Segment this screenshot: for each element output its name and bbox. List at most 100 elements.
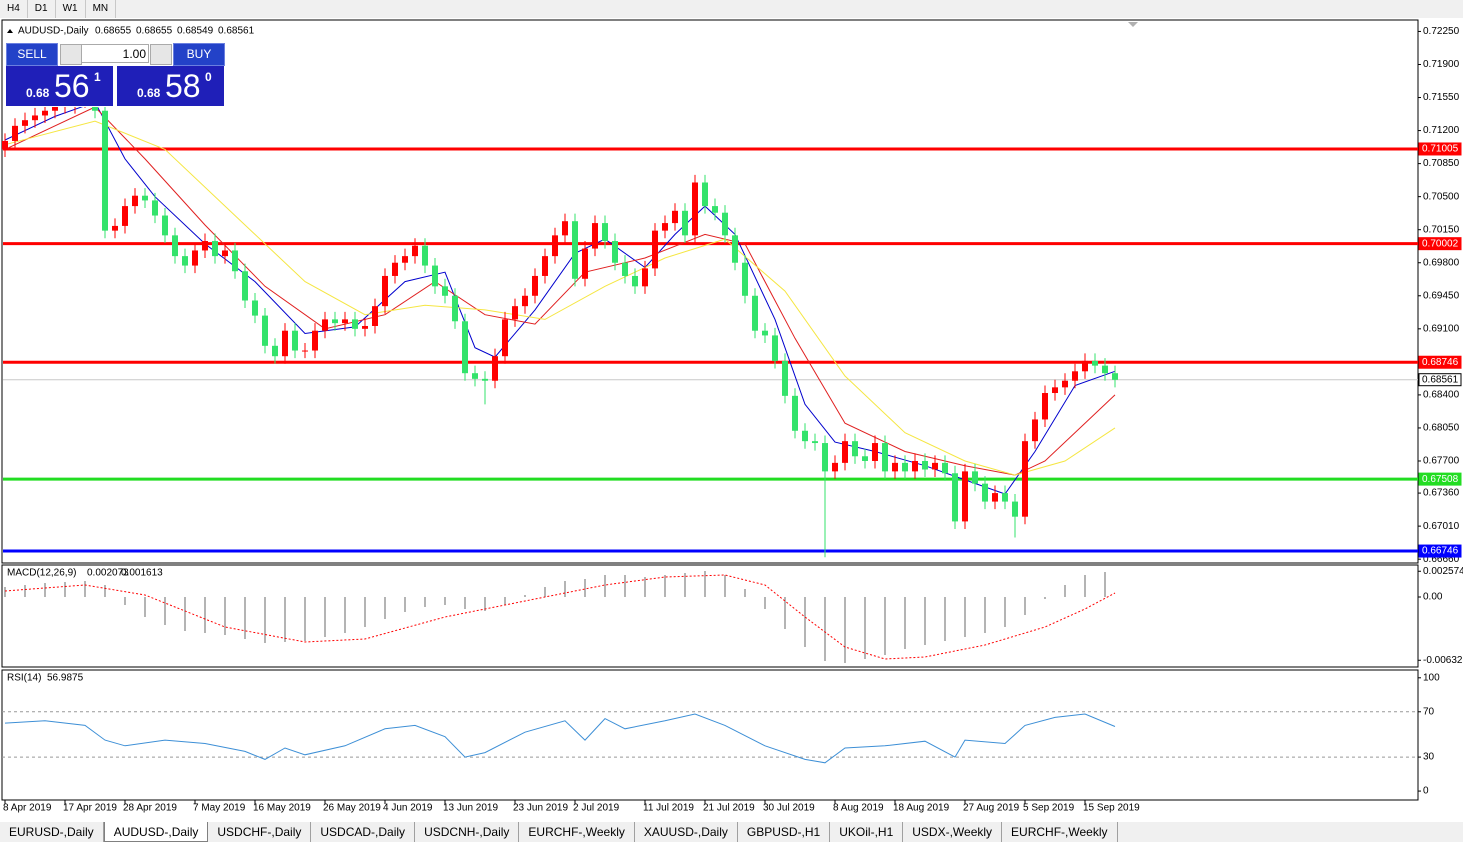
- y-tick-label: 0.72250: [1423, 26, 1460, 37]
- moving-average: [4, 106, 1116, 476]
- sell-quote[interactable]: 0.68 56 1: [6, 66, 113, 106]
- y-tick-label: -0.006326: [1423, 655, 1463, 666]
- candle-body: [992, 493, 998, 502]
- sell-small: 1: [94, 70, 101, 84]
- candle-body: [762, 330, 768, 336]
- y-tick-label: 0.67010: [1423, 521, 1460, 532]
- level-label: 0.66746: [1422, 546, 1459, 557]
- y-tick-label: 0.00: [1423, 592, 1443, 603]
- candle-body: [362, 325, 368, 329]
- candle-body: [752, 295, 758, 331]
- candle-body: [2, 140, 8, 150]
- candle-body: [322, 319, 328, 331]
- timeframe-button[interactable]: MN: [86, 0, 117, 18]
- symbol-tab[interactable]: EURCHF-,Weekly: [519, 822, 635, 842]
- candle-body: [1112, 373, 1118, 380]
- y-tick-label: 0.67700: [1423, 456, 1460, 467]
- candle-body: [1002, 493, 1008, 502]
- symbol-tab[interactable]: USDCAD-,Daily: [311, 822, 416, 842]
- buy-small: 0: [205, 70, 212, 84]
- candle-body: [412, 245, 418, 257]
- candle-body: [542, 256, 548, 276]
- symbol-tab[interactable]: USDCHF-,Daily: [208, 822, 312, 842]
- candle-body: [872, 443, 878, 461]
- timeframe-button[interactable]: D1: [28, 0, 56, 18]
- candle-body: [162, 215, 168, 236]
- candle-body: [782, 360, 788, 396]
- x-tick-label: 27 Aug 2019: [963, 803, 1020, 814]
- buy-button[interactable]: BUY: [173, 43, 225, 66]
- symbol-tab[interactable]: UKOil-,H1: [830, 822, 904, 842]
- y-tick-label: 0.68400: [1423, 390, 1460, 401]
- level-label-box: [1418, 142, 1462, 156]
- buy-quote[interactable]: 0.68 58 0: [117, 66, 224, 106]
- lot-up[interactable]: [150, 44, 172, 65]
- candle-body: [102, 110, 108, 231]
- symbol-tab[interactable]: USDCNH-,Daily: [415, 822, 520, 842]
- candle-body: [772, 335, 778, 361]
- candle-body: [292, 330, 298, 351]
- signal-line: [4, 574, 1116, 660]
- x-tick-label: 17 Apr 2019: [63, 803, 117, 814]
- candle-body: [602, 223, 608, 242]
- level-label: 0.71005: [1422, 144, 1459, 155]
- ohlc-reading: 0.68655: [136, 26, 173, 37]
- symbol-tab[interactable]: EURCHF-,Weekly: [1002, 822, 1118, 842]
- rsi-line: [4, 713, 1116, 764]
- candle-body: [1102, 365, 1108, 374]
- chart: AUDUSD-,Daily 0.72250 0.71900 0.71550 0.712…: [1, 19, 1463, 814]
- candle-body: [192, 250, 198, 266]
- candle-body: [672, 210, 678, 224]
- y-tick-label: 0: [1423, 786, 1429, 797]
- level-label: 0.68561: [1422, 374, 1459, 385]
- candle-body: [862, 456, 868, 461]
- y-tick-label: 0.69800: [1423, 257, 1460, 268]
- lot-down[interactable]: [60, 44, 82, 65]
- candle-body: [562, 221, 568, 236]
- main-panel: [1, 19, 1419, 564]
- collapse-icon: [7, 29, 13, 33]
- candle-body: [822, 443, 828, 472]
- candle-body: [472, 373, 478, 379]
- lot-input[interactable]: 1.00: [81, 44, 149, 63]
- candle-body: [682, 210, 688, 236]
- symbol-tab[interactable]: GBPUSD-,H1: [738, 822, 831, 842]
- candle-body: [802, 430, 808, 442]
- candle-body: [392, 262, 398, 276]
- candle-body: [902, 462, 908, 472]
- y-tick-label: 0.70850: [1423, 158, 1460, 169]
- candle-body: [632, 275, 638, 287]
- timeframe-button[interactable]: H4: [0, 0, 28, 18]
- candle-body: [312, 330, 318, 351]
- ohlc-reading: 0.68549: [177, 26, 214, 37]
- candle-body: [112, 225, 118, 231]
- sell-button[interactable]: SELL: [6, 43, 58, 66]
- candle-body: [532, 275, 538, 296]
- candle-body: [592, 223, 598, 249]
- symbol-tab[interactable]: EURUSD-,Daily: [0, 822, 104, 842]
- candle-body: [552, 235, 558, 257]
- candle-body: [732, 235, 738, 263]
- rsi-panel: [1, 669, 1419, 801]
- candle-body: [882, 443, 888, 472]
- symbol-tab[interactable]: USDX-,Weekly: [903, 822, 1003, 842]
- candle-body: [202, 241, 208, 251]
- timeframe-button[interactable]: W1: [56, 0, 86, 18]
- symbol-tab[interactable]: AUDUSD-,Daily: [103, 822, 209, 842]
- candle-body: [372, 306, 378, 326]
- x-tick-label: 8 Apr 2019: [3, 803, 52, 814]
- candle-body: [52, 106, 58, 111]
- x-tick-label: 15 Sep 2019: [1083, 803, 1140, 814]
- symbol-tab[interactable]: XAUUSD-,Daily: [635, 822, 738, 842]
- y-tick-label: 0.70500: [1423, 191, 1460, 202]
- candle-body: [1092, 360, 1098, 366]
- candle-body: [692, 182, 698, 236]
- symbol-label: AUDUSD-,Daily: [18, 26, 89, 37]
- level-label: 0.70002: [1422, 238, 1459, 249]
- level-label: 0.67508: [1422, 474, 1459, 485]
- y-tick-label: 100: [1423, 672, 1440, 683]
- candle-body: [122, 206, 128, 226]
- candle-body: [402, 256, 408, 263]
- candle-body: [742, 262, 748, 296]
